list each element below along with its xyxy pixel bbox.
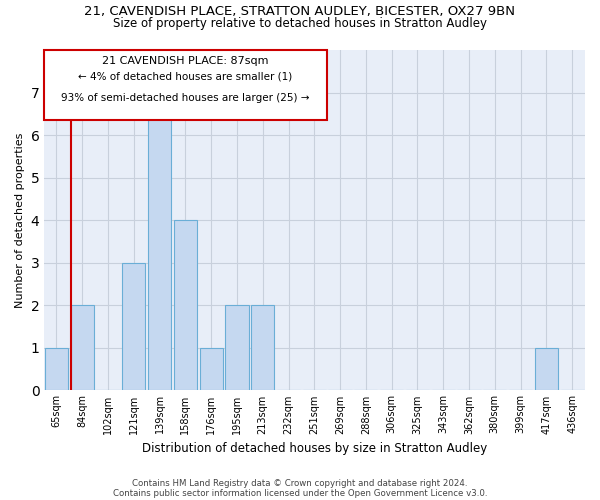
Bar [71, 305, 94, 390]
Text: 93% of semi-detached houses are larger (25) →: 93% of semi-detached houses are larger (… [61, 92, 310, 102]
Text: Contains public sector information licensed under the Open Government Licence v3: Contains public sector information licen… [113, 488, 487, 498]
Text: ← 4% of detached houses are smaller (1): ← 4% of detached houses are smaller (1) [78, 72, 293, 82]
Text: 21 CAVENDISH PLACE: 87sqm: 21 CAVENDISH PLACE: 87sqm [102, 56, 269, 66]
Bar [200, 348, 223, 390]
Bar [226, 305, 248, 390]
Bar [45, 348, 68, 390]
Text: 21, CAVENDISH PLACE, STRATTON AUDLEY, BICESTER, OX27 9BN: 21, CAVENDISH PLACE, STRATTON AUDLEY, BI… [85, 5, 515, 18]
Bar [251, 305, 274, 390]
Text: Size of property relative to detached houses in Stratton Audley: Size of property relative to detached ho… [113, 18, 487, 30]
Bar [174, 220, 197, 390]
Bar [122, 262, 145, 390]
Bar [44, 50, 327, 120]
Bar [148, 92, 171, 390]
Text: Contains HM Land Registry data © Crown copyright and database right 2024.: Contains HM Land Registry data © Crown c… [132, 478, 468, 488]
Bar [535, 348, 558, 390]
Y-axis label: Number of detached properties: Number of detached properties [15, 132, 25, 308]
X-axis label: Distribution of detached houses by size in Stratton Audley: Distribution of detached houses by size … [142, 442, 487, 455]
